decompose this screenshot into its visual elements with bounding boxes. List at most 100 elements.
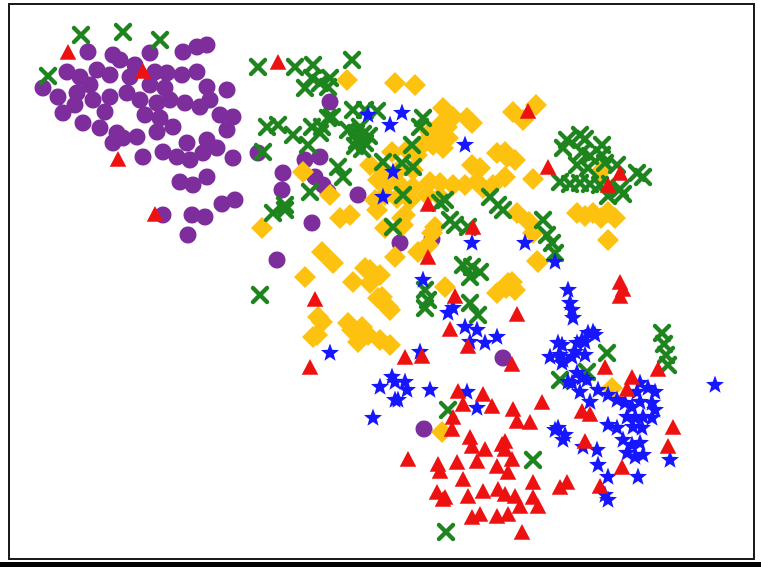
scatter-point: [434, 276, 456, 298]
scatter-point: [154, 143, 172, 161]
scatter-point: [415, 298, 435, 318]
scatter-point: [333, 167, 353, 187]
scatter-point: [168, 148, 186, 166]
scatter-point: [539, 159, 557, 175]
scatter-point: [504, 401, 522, 417]
scatter-point: [373, 152, 393, 172]
scatter-point: [578, 370, 596, 388]
scatter-point: [414, 270, 432, 288]
scatter-point: [211, 106, 229, 124]
scatter-point: [581, 392, 599, 410]
scatter-point: [386, 390, 404, 408]
scatter-point: [275, 195, 295, 215]
scatter-point: [471, 506, 489, 522]
scatter-point: [71, 25, 91, 45]
scatter-point: [496, 441, 514, 457]
scatter-point: [74, 114, 92, 132]
scatter-point: [148, 123, 166, 141]
scatter-point: [101, 88, 119, 106]
scatter-point: [599, 467, 617, 485]
scatter-point: [563, 300, 581, 318]
scatter-point: [449, 383, 467, 399]
scatter-point: [468, 398, 486, 416]
scatter-point: [342, 50, 362, 70]
scatter-point: [493, 200, 513, 220]
scatter-point: [618, 381, 636, 397]
scatter-point: [196, 208, 214, 226]
scatter-point: [134, 63, 152, 79]
scatter-point: [494, 141, 516, 163]
scatter-point: [49, 88, 67, 106]
scatter-point: [146, 206, 164, 222]
scatter-point: [664, 419, 682, 435]
scatter-point: [476, 333, 494, 351]
scatter-point: [521, 414, 539, 430]
scatter-point: [646, 382, 664, 400]
scatter-point: [628, 382, 646, 400]
scatter-point: [328, 157, 348, 177]
scatter-point: [322, 107, 342, 127]
scatter-point: [201, 91, 219, 109]
scatter-point: [599, 385, 617, 403]
scatter-point: [208, 139, 226, 157]
scatter-point: [442, 174, 464, 196]
scatter-point: [586, 325, 604, 343]
scatter-point: [419, 249, 437, 265]
scatter-point: [419, 196, 437, 212]
scatter-point: [588, 440, 606, 458]
scatter-point: [292, 161, 314, 183]
scatter-point: [553, 138, 573, 158]
scatter-point: [468, 453, 486, 469]
scatter-point: [568, 333, 586, 351]
scatter-point: [148, 94, 166, 112]
scatter-point: [174, 43, 192, 61]
scatter-point: [352, 139, 372, 159]
scatter-point: [483, 398, 501, 414]
scatter-point: [444, 298, 462, 316]
scatter-point: [658, 355, 678, 375]
scatter-point: [413, 348, 431, 364]
scatter-point: [59, 44, 77, 60]
scatter-point: [383, 217, 403, 237]
scatter-point: [301, 359, 319, 375]
scatter-point: [294, 266, 316, 288]
scatter-point: [194, 144, 212, 162]
scatter-point: [488, 458, 506, 474]
scatter-point: [524, 474, 542, 490]
scatter-point: [599, 415, 617, 433]
scatter-point: [403, 157, 423, 177]
scatter-point: [626, 408, 644, 426]
scatter-point: [618, 443, 636, 461]
scatter-point: [181, 151, 199, 169]
scatter-point: [337, 312, 359, 334]
scatter-point: [164, 118, 182, 136]
scatter-point: [113, 22, 133, 42]
scatter-point: [561, 293, 579, 311]
scatter-point: [631, 433, 649, 451]
scatter-point: [114, 129, 132, 147]
scatter-point: [359, 272, 381, 294]
scatter-point: [596, 359, 614, 375]
scatter-point: [424, 216, 446, 238]
scatter-point: [359, 105, 377, 123]
scatter-point: [273, 181, 291, 199]
scatter-point: [623, 369, 641, 385]
scatter-point: [566, 342, 584, 360]
scatter-point: [91, 119, 109, 137]
scatter-point: [597, 343, 617, 363]
scatter-point: [58, 63, 76, 81]
scatter-point: [497, 272, 519, 294]
scatter-point: [643, 408, 661, 426]
scatter-point: [111, 51, 129, 69]
scatter-point: [415, 420, 433, 438]
scatter-point: [523, 450, 543, 470]
scatter-point: [371, 377, 389, 395]
scatter-point: [474, 386, 492, 402]
series-green-crosses: [38, 22, 678, 542]
scatter-point: [118, 84, 136, 102]
scatter-point: [136, 106, 154, 124]
scatter-point: [634, 445, 652, 463]
scatter-point: [633, 418, 651, 436]
scatter-point: [511, 498, 529, 514]
scatter-point: [631, 373, 649, 391]
